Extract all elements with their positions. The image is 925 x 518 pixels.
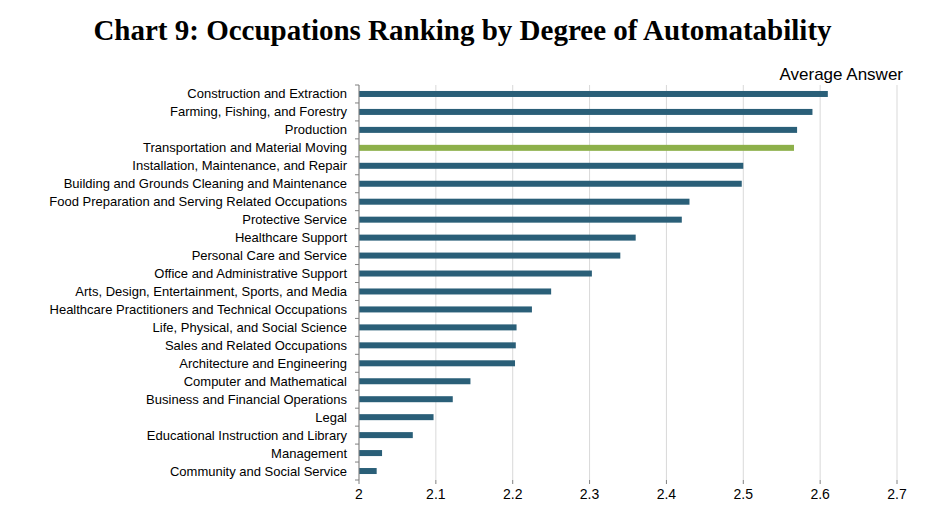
category-label: Educational Instruction and Library [147, 428, 348, 443]
bar [359, 468, 377, 474]
bar [359, 235, 636, 241]
category-tick [355, 390, 359, 391]
category-label: Management [271, 446, 347, 461]
category-tick [355, 246, 359, 247]
category-tick [355, 462, 359, 463]
category-label: Sales and Related Occupations [165, 338, 348, 353]
tick-mark [359, 480, 360, 484]
bar [359, 109, 812, 115]
grid-line [743, 85, 744, 480]
category-tick [355, 372, 359, 373]
category-tick [355, 210, 359, 211]
category-tick [355, 318, 359, 319]
tick-label: 2.5 [734, 486, 754, 502]
grid-line [589, 85, 590, 480]
bar [359, 127, 797, 133]
grid-line [666, 85, 667, 480]
tick-mark [512, 480, 513, 484]
category-tick [355, 354, 359, 355]
bar [359, 378, 470, 384]
bar [359, 414, 434, 420]
bar [359, 181, 742, 187]
tick-mark [666, 480, 667, 484]
bar [359, 288, 551, 294]
grid-line [435, 85, 436, 480]
category-label: Business and Financial Operations [146, 392, 347, 407]
tick-label: 2.6 [810, 486, 830, 502]
tick-label: 2.7 [887, 486, 907, 502]
bar [359, 145, 794, 151]
bar [359, 360, 515, 366]
category-label: Installation, Maintenance, and Repair [132, 158, 347, 173]
tick-mark [589, 480, 590, 484]
category-label: Healthcare Support [235, 230, 347, 245]
category-tick [355, 174, 359, 175]
category-label: Legal [315, 410, 347, 425]
category-tick [355, 336, 359, 337]
category-label: Building and Grounds Cleaning and Mainte… [64, 176, 347, 191]
grid-line [512, 85, 513, 480]
category-tick [355, 480, 359, 481]
category-tick [355, 264, 359, 265]
tick-label: 2.2 [503, 486, 523, 502]
tick-mark [897, 480, 898, 484]
category-tick [355, 192, 359, 193]
category-label: Construction and Extraction [187, 86, 347, 101]
tick-mark [435, 480, 436, 484]
chart: Chart 9: Occupations Ranking by Degree o… [0, 0, 925, 518]
tick-label: 2.4 [657, 486, 677, 502]
category-label: Transportation and Material Moving [143, 140, 347, 155]
bar [359, 163, 743, 169]
grid [359, 85, 897, 484]
category-label: Production [285, 122, 347, 137]
bar [359, 253, 620, 259]
category-tick [355, 228, 359, 229]
tick-label: 2.1 [426, 486, 446, 502]
bar [359, 306, 532, 312]
category-tick [355, 156, 359, 157]
category-label: Personal Care and Service [192, 248, 347, 263]
category-tick [355, 444, 359, 445]
title: Chart 9: Occupations Ranking by Degree o… [93, 14, 832, 46]
category-label: Arts, Design, Entertainment, Sports, and… [75, 284, 347, 299]
category-tick [355, 426, 359, 427]
category-label: Healthcare Practitioners and Technical O… [50, 302, 348, 317]
category-label: Office and Administrative Support [154, 266, 347, 281]
category-tick [355, 282, 359, 283]
bar [359, 199, 689, 205]
category-tick [355, 138, 359, 139]
bar [359, 342, 516, 348]
category-tick [355, 300, 359, 301]
category-label: Computer and Mathematical [184, 374, 347, 389]
category-label: Protective Service [242, 212, 347, 227]
category-tick [355, 85, 359, 86]
subtitle: Average Answer [780, 65, 904, 84]
bar [359, 450, 382, 456]
category-tick [355, 408, 359, 409]
category-tick [355, 102, 359, 103]
category-label: Farming, Fishing, and Forestry [170, 104, 348, 119]
bar [359, 432, 413, 438]
category-label: Community and Social Service [170, 464, 347, 479]
tick-mark [743, 480, 744, 484]
category-label: Life, Physical, and Social Science [153, 320, 347, 335]
category-axis [355, 85, 359, 480]
tick-mark [820, 480, 821, 484]
bars [359, 91, 828, 474]
category-label: Architecture and Engineering [179, 356, 347, 371]
grid-line [820, 85, 821, 480]
category-tick [355, 120, 359, 121]
category-label: Food Preparation and Serving Related Occ… [49, 194, 347, 209]
bar [359, 217, 682, 223]
tick-label: 2.3 [580, 486, 600, 502]
tick-label: 2 [355, 486, 363, 502]
bar [359, 271, 592, 277]
bar [359, 396, 453, 402]
grid-line [897, 85, 898, 480]
bar [359, 91, 828, 97]
bar [359, 324, 517, 330]
